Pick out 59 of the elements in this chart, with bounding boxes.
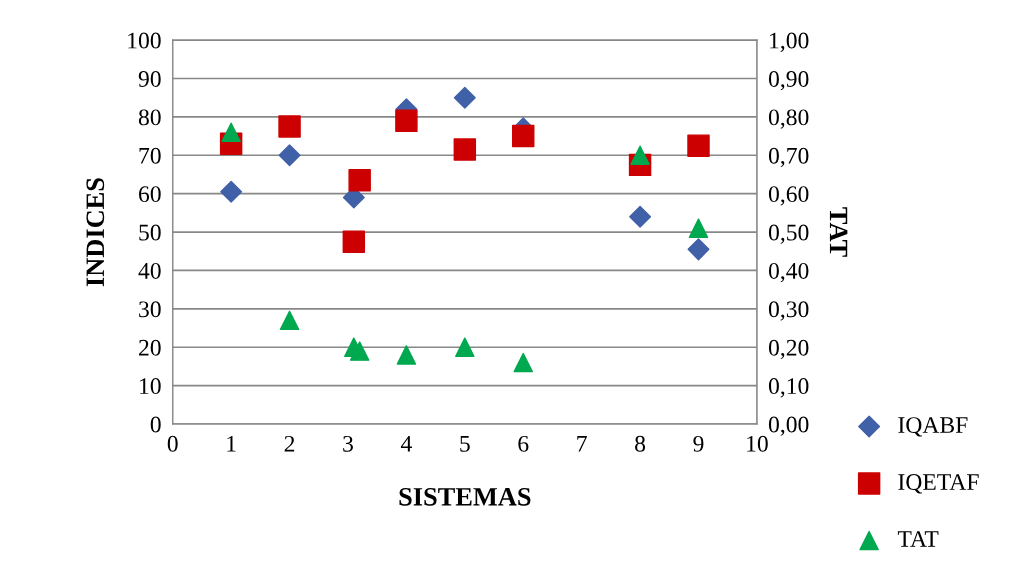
point xyxy=(342,230,366,253)
legend-label: IQETAF xyxy=(898,474,979,494)
point xyxy=(455,337,475,357)
x-axis-title: SISTEMAS xyxy=(399,487,531,506)
point xyxy=(687,238,710,261)
y-tick-label: 10 xyxy=(140,378,161,395)
legend-label: IQABF xyxy=(898,417,968,437)
y-tick-label: 100 xyxy=(128,32,161,49)
y2-tick-label: 1,00 xyxy=(770,32,809,52)
point xyxy=(453,86,476,109)
y2-tick-label: 0,80 xyxy=(768,109,809,129)
point xyxy=(220,180,243,203)
point xyxy=(278,115,301,138)
y-tick-label: 90 xyxy=(138,70,161,87)
y2-tick-label: 0,20 xyxy=(768,339,809,360)
point xyxy=(221,122,241,142)
x-tick-label: 8 xyxy=(635,435,646,452)
x-tick-label: 0 xyxy=(167,435,178,452)
point xyxy=(688,218,709,238)
y-axis-title: INDICES xyxy=(86,178,105,287)
y-tick-label: 50 xyxy=(139,224,161,241)
point xyxy=(513,352,533,373)
x-tick-label: 9 xyxy=(693,435,704,452)
y-tick-label: 80 xyxy=(138,109,161,126)
y-tick-label: 30 xyxy=(139,301,161,318)
y-tick-label: 70 xyxy=(139,147,161,164)
point xyxy=(349,341,370,361)
point xyxy=(453,138,477,161)
y-tick-label: 0 xyxy=(150,416,161,433)
point xyxy=(279,310,300,331)
point xyxy=(512,124,535,148)
point xyxy=(278,144,301,167)
x-tick-label: 3 xyxy=(343,435,353,452)
y2-tick-label: 0,30 xyxy=(768,301,809,321)
x-tick-label: 7 xyxy=(577,436,587,452)
legend-label: TAT xyxy=(897,531,939,547)
y2-tick-label: 0,40 xyxy=(768,262,809,283)
y2-tick-label: 0,00 xyxy=(768,416,809,436)
x-tick-label: 5 xyxy=(460,436,470,452)
x-tick-label: 6 xyxy=(518,435,529,452)
point xyxy=(687,134,710,157)
x-tick-label: 2 xyxy=(284,435,295,452)
x-tick-label: 10 xyxy=(747,435,768,452)
y2-tick-label: 0,10 xyxy=(768,378,809,398)
y-tick-label: 20 xyxy=(139,339,161,356)
y-tick-label: 40 xyxy=(138,262,161,279)
y2-tick-label: 0,90 xyxy=(768,70,809,91)
point xyxy=(630,145,650,166)
y2-axis-title: TAT xyxy=(829,207,848,257)
x-tick-label: 4 xyxy=(400,435,412,452)
point xyxy=(395,109,418,132)
x-tick-label: 1 xyxy=(227,435,236,452)
y-tick-label: 60 xyxy=(139,186,161,203)
point xyxy=(348,169,371,192)
point xyxy=(396,345,417,365)
point xyxy=(629,205,652,228)
y2-tick-label: 0,70 xyxy=(768,147,809,168)
y2-tick-label: 0,50 xyxy=(768,224,809,244)
y2-tick-label: 0,60 xyxy=(768,186,809,206)
